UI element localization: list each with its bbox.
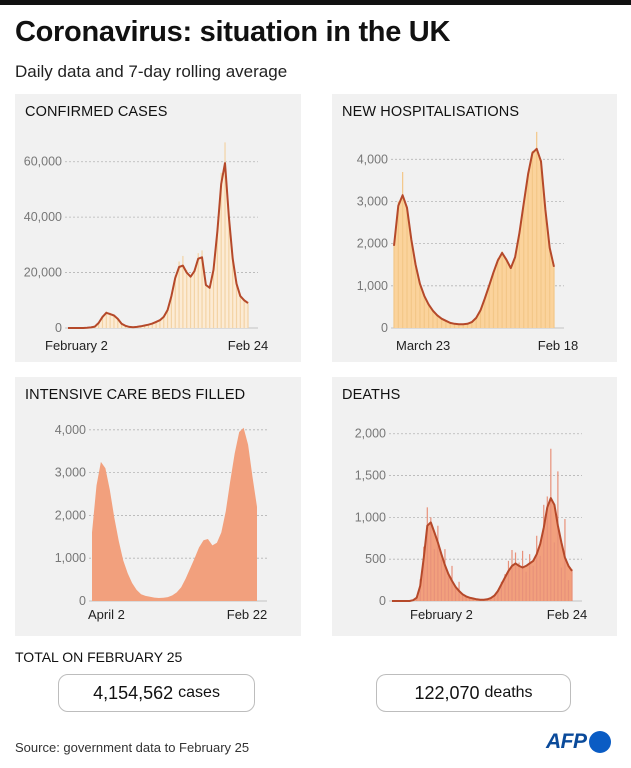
rolling-average-line bbox=[68, 162, 249, 329]
x-end-label: Feb 22 bbox=[227, 607, 267, 622]
y-tick-label: 500 bbox=[365, 552, 386, 566]
x-end-label: Feb 18 bbox=[538, 338, 578, 353]
totals-label: TOTAL ON FEBRUARY 25 bbox=[15, 649, 183, 665]
icu-chart-title: INTENSIVE CARE BEDS FILLED bbox=[25, 387, 246, 403]
page-title: Coronavirus: situation in the UK bbox=[15, 16, 451, 48]
area-fill bbox=[394, 148, 554, 328]
rolling-average-line bbox=[392, 497, 573, 602]
total-deaths-value: 122,070 bbox=[414, 682, 480, 703]
y-tick-label: 0 bbox=[79, 594, 86, 608]
x-start-label: April 2 bbox=[88, 607, 125, 622]
cases-chart-panel: CONFIRMED CASES 0 20,000 40,000 60,000 Febru… bbox=[15, 94, 301, 362]
deaths-chart-panel: DEATHS 0 500 1,000 1,500 2,000 February 2 Feb … bbox=[332, 377, 617, 636]
y-tick-label: 0 bbox=[55, 321, 62, 335]
afp-logo-text: AFP bbox=[546, 730, 587, 753]
y-tick-label: 1,500 bbox=[355, 469, 386, 483]
total-cases-pill: 4,154,562 cases bbox=[58, 674, 255, 712]
total-deaths-pill: 122,070 deaths bbox=[376, 674, 571, 712]
page-subtitle: Daily data and 7-day rolling average bbox=[15, 62, 288, 81]
deaths-chart: 0 500 1,000 1,500 2,000 February 2 Feb 24 bbox=[355, 427, 588, 622]
y-tick-label: 3,000 bbox=[55, 466, 86, 480]
total-cases-unit: cases bbox=[178, 684, 220, 701]
y-tick-label: 20,000 bbox=[24, 266, 62, 280]
cases-chart-title: CONFIRMED CASES bbox=[25, 104, 168, 120]
area-fill bbox=[392, 498, 572, 601]
y-tick-label: 2,000 bbox=[55, 508, 86, 522]
y-tick-label: 1,000 bbox=[357, 279, 388, 293]
afp-logo: AFP bbox=[546, 730, 611, 754]
top-rule bbox=[0, 0, 631, 5]
area-fill bbox=[92, 427, 257, 601]
area-fill bbox=[68, 163, 248, 328]
y-tick-label: 4,000 bbox=[357, 152, 388, 166]
y-tick-label: 4,000 bbox=[55, 423, 86, 437]
hospitalisations-chart-title: NEW HOSPITALISATIONS bbox=[342, 104, 520, 120]
cases-chart: 0 20,000 40,000 60,000 February 2 Feb 24 bbox=[24, 142, 268, 353]
rolling-average-line bbox=[393, 147, 555, 326]
y-tick-label: 2,000 bbox=[357, 237, 388, 251]
hospitalisations-chart-panel: NEW HOSPITALISATIONS 0 1,000 2,000 3,000 4,0… bbox=[332, 94, 617, 362]
y-tick-label: 2,000 bbox=[355, 427, 386, 441]
y-tick-label: 3,000 bbox=[357, 194, 388, 208]
icu-chart-panel: INTENSIVE CARE BEDS FILLED 0 1,000 2,000 3,… bbox=[15, 377, 301, 636]
x-start-label: March 23 bbox=[396, 338, 450, 353]
icu-chart: 0 1,000 2,000 3,000 4,000 April 2 Feb 22 bbox=[55, 423, 268, 622]
total-cases-value: 4,154,562 bbox=[93, 682, 174, 703]
total-deaths-unit: deaths bbox=[484, 684, 533, 701]
hospitalisations-chart: 0 1,000 2,000 3,000 4,000 March 23 Feb 18 bbox=[357, 131, 578, 353]
afp-logo-dot-icon bbox=[588, 731, 611, 753]
y-tick-label: 0 bbox=[379, 594, 386, 608]
x-start-label: February 2 bbox=[45, 338, 108, 353]
x-start-label: February 2 bbox=[410, 607, 473, 622]
source-note: Source: government data to February 25 bbox=[15, 740, 250, 755]
y-tick-label: 40,000 bbox=[24, 210, 62, 224]
y-tick-label: 1,000 bbox=[55, 551, 86, 565]
y-tick-label: 1,000 bbox=[355, 510, 386, 524]
x-end-label: Feb 24 bbox=[228, 338, 268, 353]
x-end-label: Feb 24 bbox=[547, 607, 587, 622]
y-tick-label: 60,000 bbox=[24, 155, 62, 169]
y-tick-label: 0 bbox=[381, 321, 388, 335]
deaths-chart-title: DEATHS bbox=[342, 387, 401, 403]
